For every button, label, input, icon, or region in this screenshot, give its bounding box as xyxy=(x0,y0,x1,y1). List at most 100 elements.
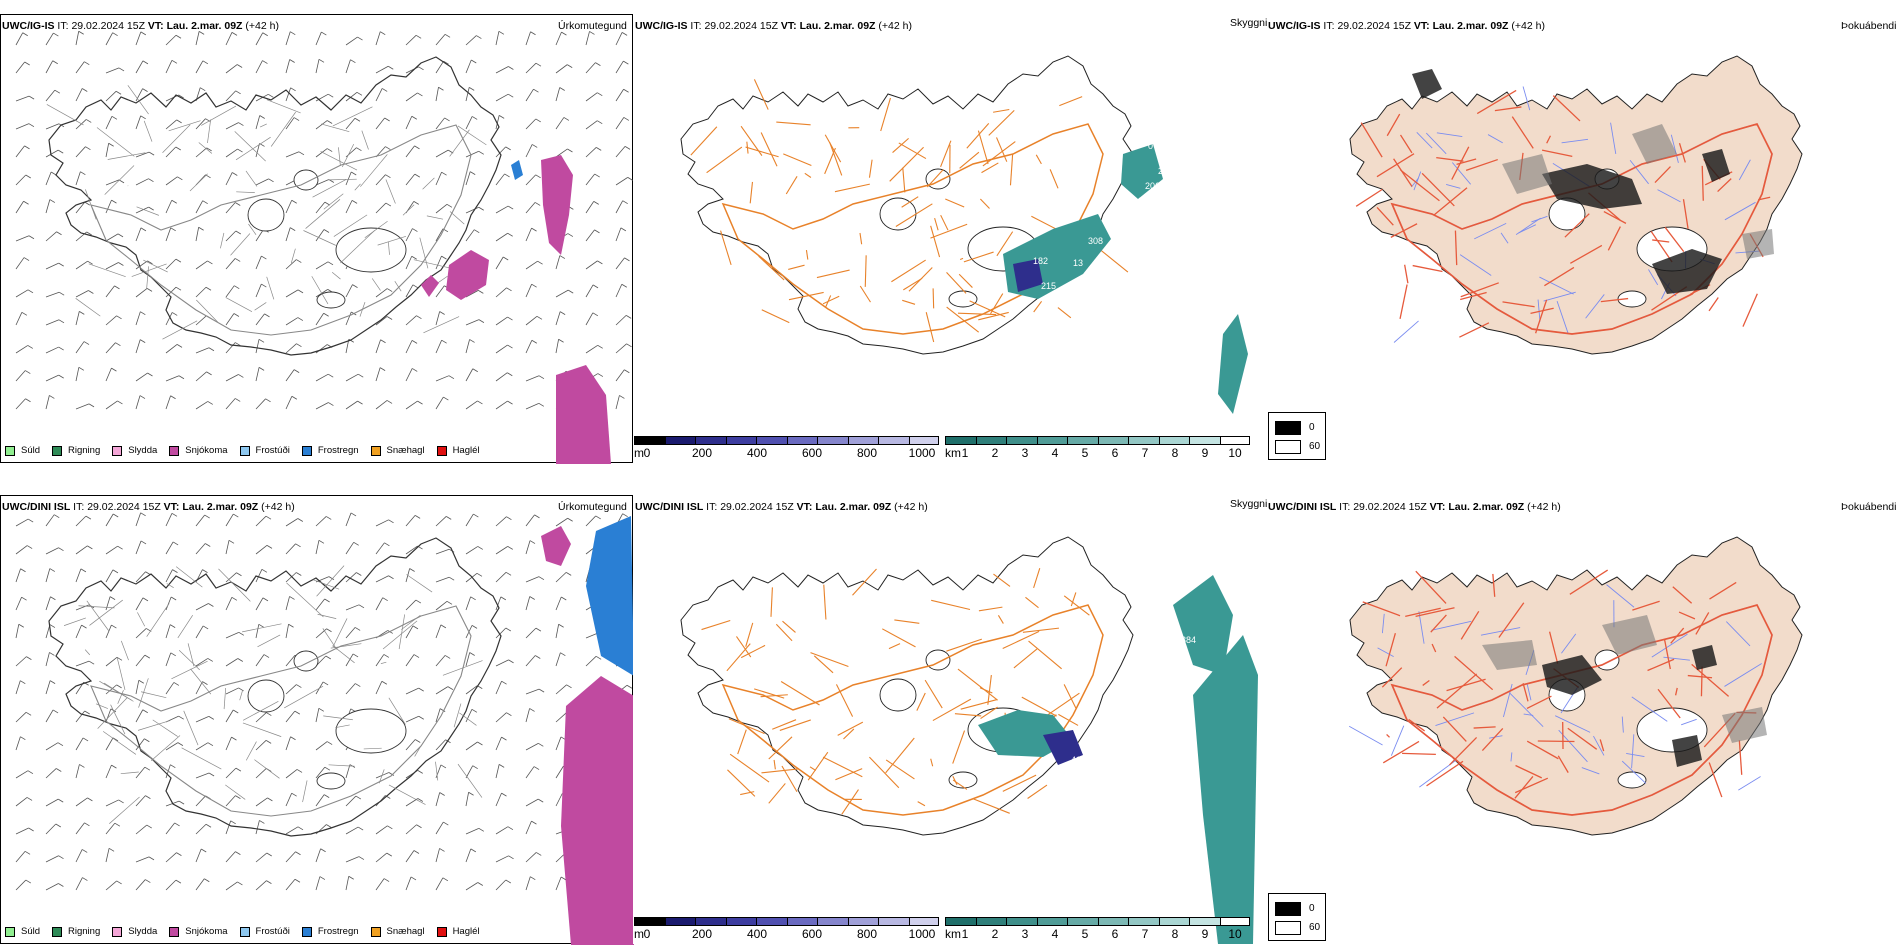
lead-time: (+42 h) xyxy=(878,20,912,32)
visibility-value-label: 469 xyxy=(1071,755,1086,765)
precip-type-map-row2: Súld Rigning Slydda Snjókoma Frostúði Frostre… xyxy=(0,495,634,945)
visibility-value-label: 167 xyxy=(1098,264,1113,274)
colorbar-segment xyxy=(975,917,1006,926)
colorbar-segment xyxy=(786,436,817,445)
colorbar-segment xyxy=(634,917,665,926)
low-visibility-area xyxy=(1121,144,1163,199)
colorbar-segment xyxy=(664,436,695,445)
precip-legend-swatch xyxy=(370,926,381,937)
lead-time: (+42 h) xyxy=(894,501,928,513)
visibility-colorbar-labels-row1: km 1 2 3 4 5 6 7 8 9 10 xyxy=(945,446,1267,460)
visibility-map-canvas-row1: 07 258 206 26 02 308 182 13 167 215 573 xyxy=(680,55,1248,414)
colorbar-tick-label: 6 xyxy=(1111,927,1119,941)
it-label: IT: xyxy=(690,20,702,32)
visibility-value-label: 182 xyxy=(1033,256,1048,266)
visibility-colorbar-labels-row2: km 1 2 3 4 5 6 7 8 9 10 xyxy=(945,927,1267,941)
colorbar-tick-label: 200 xyxy=(691,927,713,941)
precip-legend-swatch xyxy=(52,926,63,937)
precip-legend-swatch xyxy=(169,445,180,456)
panel-title-fog-row1: Þokuábendi xyxy=(1841,20,1897,32)
it-label: IT: xyxy=(706,501,718,513)
vt-label: VT: xyxy=(1413,20,1430,32)
colorbar-tick-label: 5 xyxy=(1081,927,1089,941)
visibility-value-label: 573 xyxy=(1078,276,1093,286)
colorbar-tick-label: 3 xyxy=(1021,446,1029,460)
it-label: IT: xyxy=(1323,20,1335,32)
fog-indicator-area xyxy=(1542,655,1602,695)
height-colorbar-labels-row2: m 0 200 400 600 800 1000 xyxy=(634,927,940,941)
fog-indicator-area xyxy=(1672,735,1702,767)
visibility-value-label: 3 xyxy=(1113,717,1118,727)
snow-area xyxy=(541,155,573,255)
snow-area xyxy=(421,275,439,297)
colorbar-tick-label: 9 xyxy=(1201,927,1209,941)
snow-area xyxy=(446,250,489,300)
visibility-value-label: 206 xyxy=(1145,181,1160,191)
precip-legend-label: Frostúði xyxy=(255,926,290,937)
precip-legend-swatch xyxy=(52,445,63,456)
colorbar-segment xyxy=(695,917,726,926)
colorbar-tick-label: 8 xyxy=(1171,927,1179,941)
precip-legend-item: Snæhagl xyxy=(370,445,425,456)
precip-legend-label: Snjókoma xyxy=(185,445,228,456)
precip-type-map-row1: Súld Rigning Slydda Snjókoma Frostúði Frostre… xyxy=(0,14,633,464)
fog-indicator-area xyxy=(1742,229,1774,259)
colorbar-tick-label: 7 xyxy=(1141,927,1149,941)
colorbar-tick-label: 4 xyxy=(1051,446,1059,460)
precip-legend-item: Snjókoma xyxy=(169,445,228,456)
low-visibility-area xyxy=(1218,314,1248,414)
low-cloud-area xyxy=(1013,259,1043,292)
fog-map-row2 xyxy=(1267,495,1900,944)
visibility-colorbar-row2 xyxy=(945,917,1250,926)
fog-legend-light-label: 60 xyxy=(1309,441,1321,452)
precip-legend-swatch xyxy=(436,445,447,456)
colorbar-segment xyxy=(725,917,756,926)
colorbar-segment xyxy=(786,917,817,926)
it-value: 29.02.2024 15Z xyxy=(720,501,794,513)
colorbar-segment xyxy=(847,917,878,926)
colorbar-segment xyxy=(945,917,976,926)
it-value: 29.02.2024 15Z xyxy=(704,20,778,32)
height-colorbar-row2 xyxy=(634,917,939,926)
precip-legend-label: Súld xyxy=(21,445,41,456)
colorbar-segment xyxy=(1158,436,1189,445)
precip-legend-item: Súld xyxy=(5,926,40,937)
colorbar-tick-label: 10 xyxy=(1228,927,1242,941)
snow-area xyxy=(561,676,634,945)
it-label: IT: xyxy=(57,20,69,32)
precip-legend-label: Haglél xyxy=(452,445,480,456)
colorbar-segment xyxy=(634,436,665,445)
visibility-value-label: 258 xyxy=(1158,166,1173,176)
vt-value: Lau. 2.mar. 09Z xyxy=(166,20,243,32)
fog-legend-light-label: 60 xyxy=(1309,922,1321,933)
model-name: UWC/IG-IS xyxy=(635,20,688,32)
visibility-value-label: 215 xyxy=(1041,281,1056,291)
colorbar-segment xyxy=(695,436,726,445)
precip-legend-swatch xyxy=(112,445,123,456)
fog-indicator-area xyxy=(1702,149,1730,182)
visibility-value-label: 384 xyxy=(1181,635,1196,645)
colorbar-unit: m xyxy=(634,446,644,460)
vt-value: Lau. 2.mar. 09Z xyxy=(1448,501,1525,513)
precip-legend-row1: Súld Rigning Slydda Snjókoma Frostúði Frostre… xyxy=(5,445,492,456)
colorbar-segment xyxy=(1219,917,1250,926)
visibility-map-row2: 384 3 175 469 xyxy=(633,495,1267,944)
visibility-value-label: 26 xyxy=(1168,174,1178,184)
precip-legend-item: Rigning xyxy=(52,926,100,937)
colorbar-segment xyxy=(878,917,909,926)
colorbar-segment xyxy=(1006,917,1037,926)
colorbar-segment xyxy=(1067,917,1098,926)
panel-title-fog-row2: Þokuábendi xyxy=(1841,501,1897,513)
height-colorbar-row1 xyxy=(634,436,939,445)
wind-barbs xyxy=(15,30,633,410)
road-network xyxy=(46,85,487,340)
visibility-colorbar-row1 xyxy=(945,436,1250,445)
panel-title-precip-row1: Úrkomutegund xyxy=(558,20,627,32)
colorbar-tick-label: 1000 xyxy=(908,446,936,460)
fog-legend-dark-swatch xyxy=(1275,902,1301,916)
height-colorbar-labels-row1: m 0 200 400 600 800 1000 xyxy=(634,446,940,460)
lead-time: (+42 h) xyxy=(245,20,279,32)
map-header-row2-c: UWC/DINI ISL IT: 29.02.2024 15Z VT: Lau.… xyxy=(1268,501,1561,513)
it-label: IT: xyxy=(73,501,85,513)
fog-legend-light-swatch xyxy=(1275,921,1301,935)
